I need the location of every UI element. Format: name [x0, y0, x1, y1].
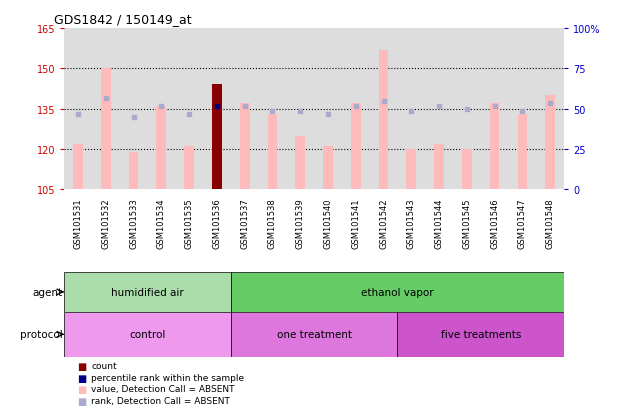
- Text: ■: ■: [77, 396, 86, 406]
- Bar: [231, 312, 397, 357]
- Bar: [101, 69, 111, 190]
- Text: GSM101534: GSM101534: [157, 198, 166, 249]
- Text: GDS1842 / 150149_at: GDS1842 / 150149_at: [54, 13, 192, 26]
- Text: GSM101535: GSM101535: [185, 198, 194, 249]
- Bar: [296, 136, 305, 190]
- Text: GSM101543: GSM101543: [407, 198, 416, 249]
- Text: GSM101541: GSM101541: [351, 198, 360, 249]
- Bar: [406, 150, 416, 190]
- Bar: [212, 85, 222, 190]
- Text: ■: ■: [77, 385, 86, 394]
- Text: humidified air: humidified air: [111, 287, 184, 297]
- Bar: [129, 152, 138, 190]
- Text: GSM101545: GSM101545: [462, 198, 471, 249]
- Bar: [212, 85, 222, 190]
- Text: percentile rank within the sample: percentile rank within the sample: [91, 373, 244, 382]
- Bar: [397, 312, 564, 357]
- Text: GSM101537: GSM101537: [240, 198, 249, 249]
- Text: ethanol vapor: ethanol vapor: [361, 287, 434, 297]
- Bar: [351, 104, 361, 190]
- Bar: [517, 115, 528, 190]
- Text: GSM101548: GSM101548: [545, 198, 554, 249]
- Text: ■: ■: [77, 361, 86, 371]
- Bar: [267, 115, 278, 190]
- Text: five treatments: five treatments: [440, 330, 521, 339]
- Text: count: count: [91, 361, 117, 370]
- Text: control: control: [129, 330, 165, 339]
- Bar: [184, 147, 194, 190]
- Bar: [379, 50, 388, 190]
- Text: GSM101531: GSM101531: [74, 198, 83, 249]
- Text: agent: agent: [33, 287, 63, 297]
- Text: ■: ■: [77, 373, 86, 383]
- Text: GSM101538: GSM101538: [268, 198, 277, 249]
- Bar: [231, 273, 564, 312]
- Text: GSM101544: GSM101544: [435, 198, 444, 249]
- Text: rank, Detection Call = ABSENT: rank, Detection Call = ABSENT: [91, 396, 230, 405]
- Bar: [462, 150, 472, 190]
- Text: GSM101539: GSM101539: [296, 198, 304, 249]
- Bar: [240, 104, 249, 190]
- Text: GSM101547: GSM101547: [518, 198, 527, 249]
- Bar: [323, 147, 333, 190]
- Bar: [64, 312, 231, 357]
- Bar: [73, 144, 83, 190]
- Text: GSM101546: GSM101546: [490, 198, 499, 249]
- Text: GSM101540: GSM101540: [324, 198, 333, 249]
- Text: GSM101536: GSM101536: [212, 198, 221, 249]
- Text: GSM101533: GSM101533: [129, 198, 138, 249]
- Text: GSM101532: GSM101532: [101, 198, 110, 249]
- Text: protocol: protocol: [20, 330, 63, 339]
- Text: value, Detection Call = ABSENT: value, Detection Call = ABSENT: [91, 385, 235, 394]
- Bar: [545, 96, 555, 190]
- Bar: [490, 104, 499, 190]
- Text: one treatment: one treatment: [276, 330, 352, 339]
- Bar: [156, 107, 166, 190]
- Bar: [64, 273, 231, 312]
- Bar: [434, 144, 444, 190]
- Text: GSM101542: GSM101542: [379, 198, 388, 249]
